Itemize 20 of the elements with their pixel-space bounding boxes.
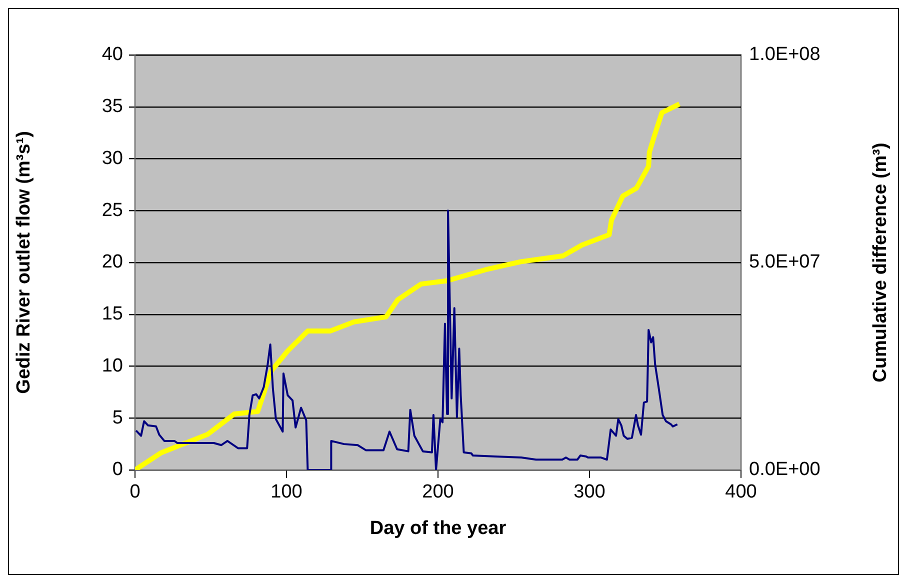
y-tick-label: 25 xyxy=(102,200,123,221)
y-tick-label: 10 xyxy=(102,355,123,376)
y-tick-label: 20 xyxy=(102,252,123,273)
x-tick-label: 400 xyxy=(725,482,757,503)
x-tick-label: 0 xyxy=(130,482,140,503)
y-axis-title: Gediz River outlet flow (m³s¹) xyxy=(14,131,35,394)
y2-axis-title: Cumulative difference (m³) xyxy=(870,142,892,382)
y-tick-label: 40 xyxy=(102,44,123,66)
y-tick-label: 15 xyxy=(102,304,123,325)
y2-tick-label: 5.0E+07 xyxy=(749,252,820,273)
x-tick-label: 200 xyxy=(422,482,454,503)
x-tick-label: 100 xyxy=(270,482,302,503)
y-tick-label: 5 xyxy=(112,407,123,428)
x-tick-label: 300 xyxy=(574,482,606,503)
x-axis-title: Day of the year xyxy=(370,518,507,539)
y-tick-label: 30 xyxy=(102,148,123,169)
y2-tick-label: 0.0E+00 xyxy=(749,459,820,480)
y2-tick-label: 1.0E+08 xyxy=(749,44,820,66)
y-tick-label: 35 xyxy=(102,96,123,118)
y-tick-label: 0 xyxy=(112,459,123,480)
